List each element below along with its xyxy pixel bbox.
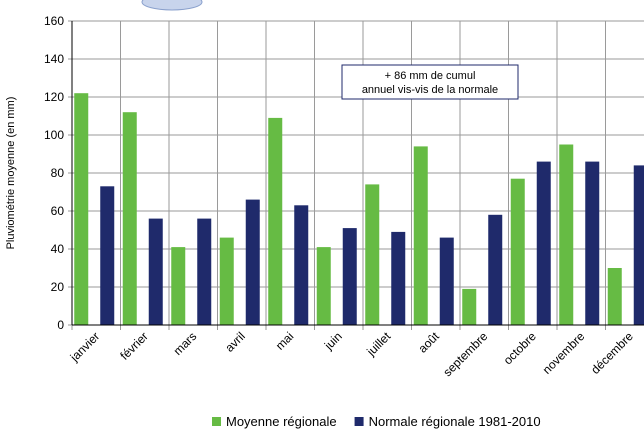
bar [316,247,331,325]
bar [342,228,357,325]
bar [294,205,309,325]
x-tick-label: mai [273,329,297,353]
annotation-text: annuel vis-vis de la normale [362,84,498,96]
x-tick-label: février [117,329,150,362]
y-tick-label: 60 [51,204,65,218]
bar [365,184,380,325]
x-tick-label: novembre [540,329,588,377]
legend-swatch [354,417,364,426]
bar [607,268,622,325]
bar [462,288,477,325]
bar [74,93,89,325]
x-tick-label: avril [222,329,247,354]
y-tick-label: 160 [44,14,64,28]
x-tick-label: décembre [588,329,636,377]
legend-label: Normale régionale 1981-2010 [369,414,541,429]
legend-swatch [212,417,221,426]
bar [488,214,503,325]
bar [439,237,454,325]
y-tick-label: 0 [57,318,64,332]
bar [171,247,186,325]
bar [391,231,406,325]
x-tick-label: septembre [440,329,490,379]
y-tick-label: 120 [44,90,64,104]
y-tick-label: 80 [51,166,65,180]
annotation-box [341,64,519,100]
y-axis-label: Pluviométrie moyenne (en mm) [5,97,17,250]
bar [633,165,644,325]
x-tick-label: août [415,329,442,356]
y-tick-label: 100 [44,128,64,142]
legend-label: Moyenne régionale [226,414,337,429]
bar [536,161,551,325]
y-tick-label: 20 [51,280,65,294]
bar [122,112,137,325]
bar [268,117,283,326]
logo [141,0,203,11]
bar [148,218,163,325]
bar [197,218,212,325]
x-tick-label: juillet [363,329,393,359]
bar [245,199,260,325]
y-tick-label: 140 [44,52,64,66]
annotation-text: + 86 mm de cumul [385,70,476,82]
y-tick-label: 40 [51,242,65,256]
x-tick-label: mars [171,329,200,358]
bar [413,146,428,325]
bar [219,237,234,325]
bar [559,144,574,325]
bar [510,178,525,325]
x-tick-label: janvier [67,329,103,365]
bar [100,186,115,325]
x-tick-label: octobre [501,329,539,367]
x-tick-label: juin [321,329,345,353]
bar [585,161,600,325]
